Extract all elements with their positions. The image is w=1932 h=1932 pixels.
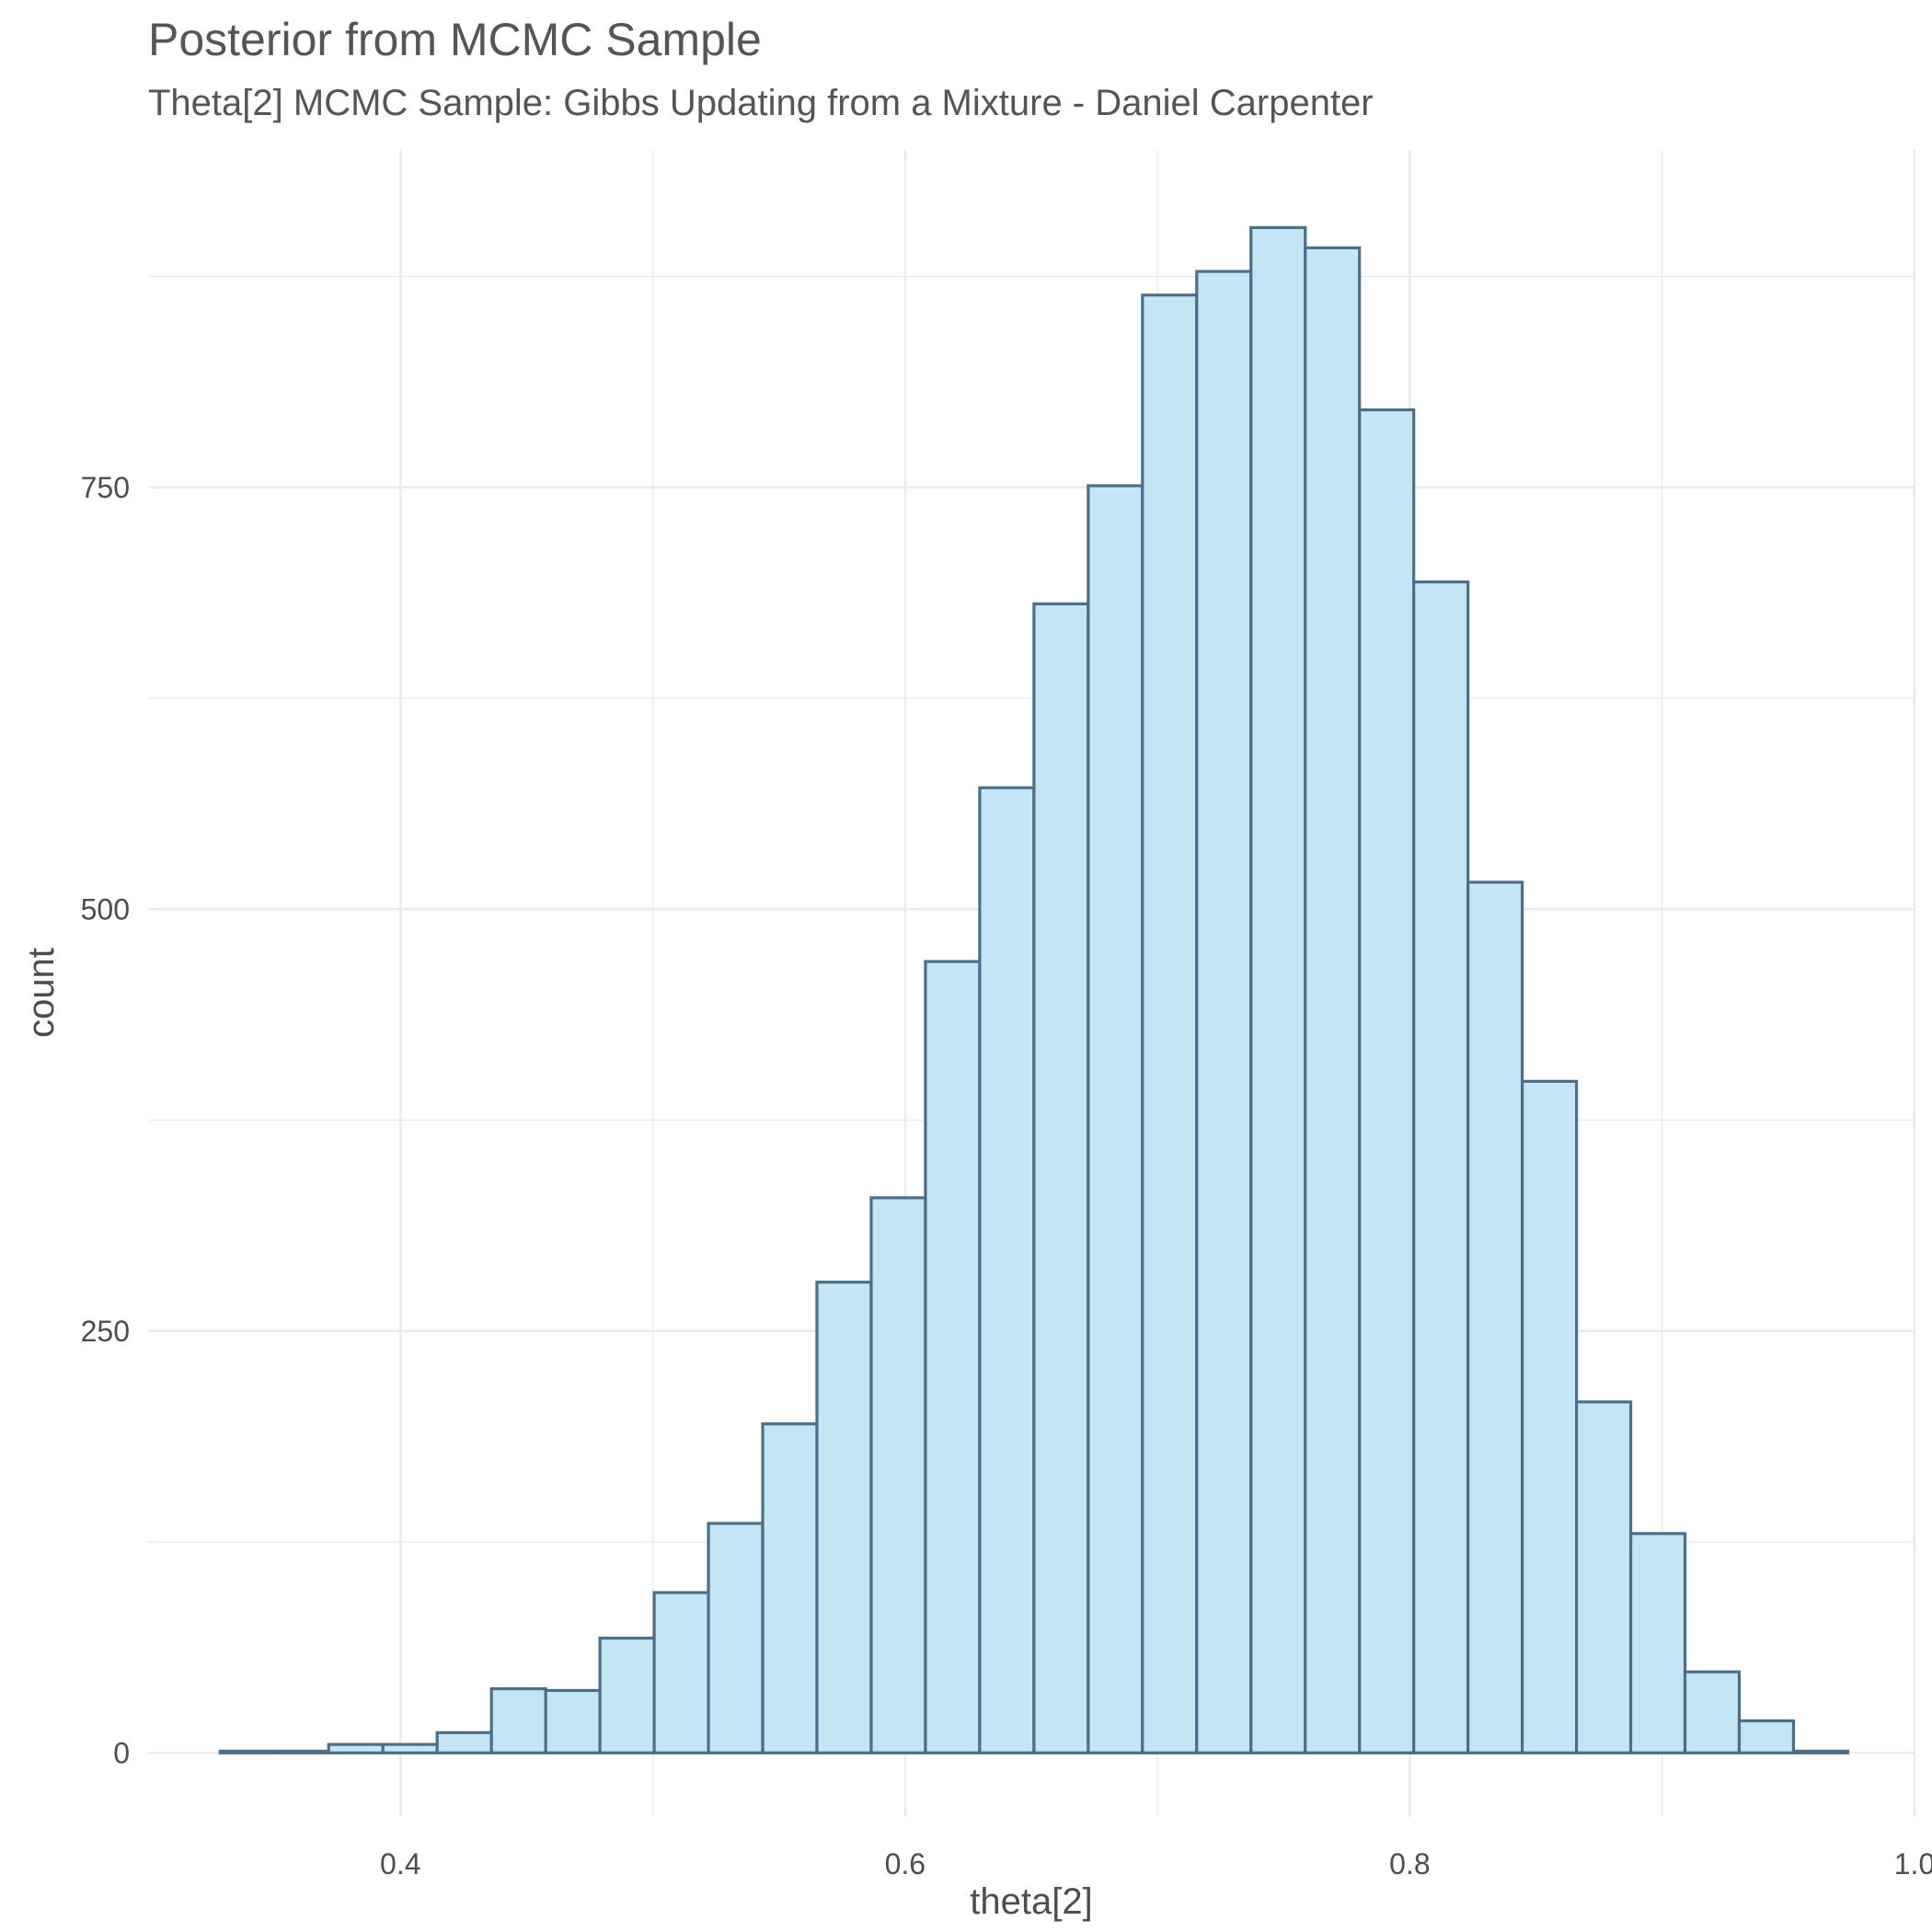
histogram-bar (815, 1281, 873, 1754)
histogram-bar (598, 1636, 656, 1754)
histogram-bar (1141, 293, 1199, 1754)
histogram-bar (1412, 580, 1470, 1754)
histogram-bar (327, 1742, 385, 1754)
histogram-bar (218, 1749, 276, 1754)
histogram-bar (1466, 880, 1524, 1754)
y-axis-title: count (21, 948, 62, 1038)
x-tick-label: 1.0 (1894, 1847, 1932, 1880)
histogram-bar (435, 1731, 493, 1754)
histogram-bar (1737, 1719, 1796, 1754)
histogram-bar (652, 1591, 710, 1754)
histogram-bars (218, 225, 1850, 1754)
y-axis-tick-labels: 0 250 500 750 (81, 471, 130, 1770)
histogram-bar (1521, 1079, 1579, 1754)
y-tick-label: 750 (81, 471, 130, 504)
histogram-bar (1628, 1532, 1687, 1754)
histogram-bar (1032, 602, 1090, 1754)
x-tick-label: 0.4 (380, 1847, 420, 1880)
y-tick-label: 0 (113, 1736, 130, 1769)
histogram-bar (1195, 270, 1253, 1754)
histogram-bar (1683, 1670, 1742, 1754)
histogram-bar (272, 1749, 330, 1754)
x-axis-tick-labels: 0.4 0.6 0.8 1.0 (380, 1847, 1932, 1880)
x-axis-title: theta[2] (970, 1881, 1092, 1922)
histogram-bar (1358, 408, 1416, 1754)
histogram-bar (978, 786, 1036, 1754)
chart-subtitle: Theta[2] MCMC Sample: Gibbs Updating fro… (148, 83, 1374, 123)
histogram-bar (1304, 246, 1362, 1754)
histogram-bar (761, 1422, 819, 1754)
histogram-bar (1087, 484, 1144, 1754)
x-tick-label: 0.8 (1389, 1847, 1430, 1880)
y-tick-label: 250 (81, 1315, 130, 1348)
histogram-bar (869, 1196, 927, 1754)
histogram-bar (1574, 1400, 1633, 1754)
histogram-bar (707, 1522, 765, 1754)
histogram-bar (544, 1688, 602, 1754)
histogram-bar (1791, 1749, 1850, 1754)
chart-title: Posterior from MCMC Sample (148, 14, 762, 65)
x-tick-label: 0.6 (885, 1847, 926, 1880)
histogram-bar (381, 1742, 439, 1754)
histogram-bar (924, 960, 982, 1754)
histogram-bar (1249, 225, 1307, 1754)
histogram-bar (489, 1687, 547, 1754)
y-tick-label: 500 (81, 892, 130, 926)
